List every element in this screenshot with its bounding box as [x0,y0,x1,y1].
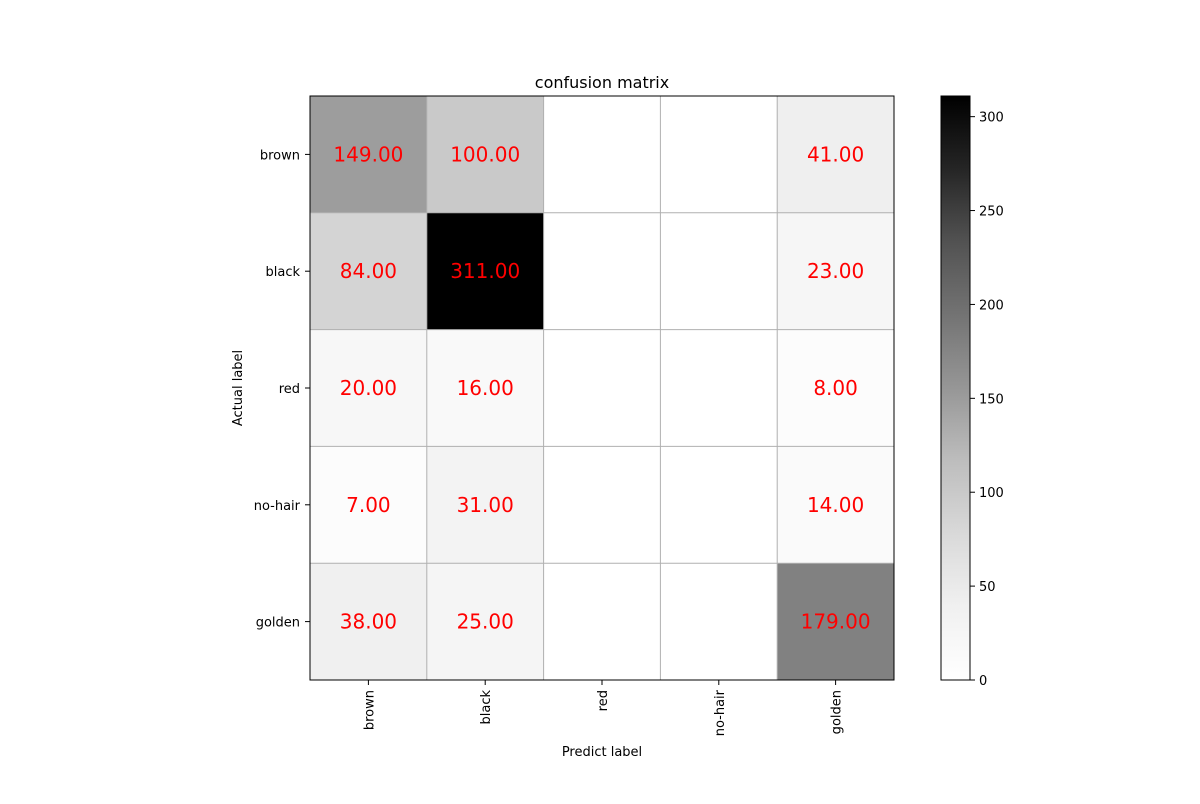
heatmap-cell [426,563,544,680]
heatmap-cell [777,96,894,213]
cell-annotations: 149.00 100.00 41.00 84.00 311.00 23.00 20.00 16… [333,142,870,633]
colorbar-tick-label: 0 [979,674,987,689]
colorbar-tick-label: 150 [979,392,1004,407]
cell-value-label: 14.00 [807,493,864,517]
heatmap-cell [777,446,894,564]
colorbar-bar [940,95,971,681]
chart-title: confusion matrix [535,73,669,92]
x-tick-label: red [596,690,611,711]
colorbar-tick-label: 300 [979,111,1004,126]
x-tick-label: black [479,690,494,725]
y-axis-ticks: brown black red no-hair golden [254,148,310,631]
heatmap-cell [777,329,894,447]
y-tick-label: golden [256,616,300,631]
heatmap-cells [310,96,894,680]
heatmap-cell [426,329,544,447]
heatmap-cell [426,96,544,213]
colorbar-tick-label: 250 [979,205,1004,220]
colorbar-tick-label: 100 [979,486,1004,501]
colorbar: 0 50 100 150 200 250 300 [940,95,1004,689]
cell-value-label: 149.00 [333,142,403,166]
heatmap-cell [543,96,661,213]
heatmap-cell [310,563,427,680]
y-axis-label: Actual label [231,350,246,426]
heatmap-cell [660,212,778,330]
cell-value-label: 84.00 [340,259,397,283]
heatmap-cell [310,96,427,213]
cell-value-label: 100.00 [450,142,520,166]
cell-value-label: 20.00 [340,376,397,400]
y-tick-label: black [265,265,300,280]
x-tick-label: no-hair [713,689,728,736]
cell-value-label: 7.00 [346,493,391,517]
y-tick-label: brown [260,148,300,163]
heatmap-cell [660,563,778,680]
heatmap-grid [309,95,895,681]
heatmap-cell [777,212,894,330]
x-tick-label: golden [830,690,845,734]
cell-value-label: 311.00 [450,259,520,283]
colorbar-tick-label: 50 [979,580,996,595]
heatmap-cell [310,329,427,447]
x-axis-label: Predict label [562,745,642,760]
y-tick-label: red [279,382,300,397]
y-tick-label: no-hair [254,499,301,514]
cell-value-label: 25.00 [457,610,514,634]
heatmap-cell [543,329,661,447]
colorbar-tick-label: 200 [979,298,1004,313]
heatmap-cell [660,329,778,447]
heatmap-cell [543,446,661,564]
heatmap-cell [310,446,427,564]
cell-value-label: 41.00 [807,142,864,166]
heatmap-cell [426,212,544,330]
heatmap-cell [426,446,544,564]
cell-value-label: 179.00 [801,610,871,634]
heatmap-cell [310,212,427,330]
cell-value-label: 23.00 [807,259,864,283]
heatmap-cell [777,563,894,680]
x-axis-ticks: brown black red no-hair golden [362,680,845,736]
heatmap-cell [543,563,661,680]
heatmap-cell [543,212,661,330]
heatmap-cell [660,446,778,564]
heatmap-cell [660,96,778,213]
cell-value-label: 38.00 [340,610,397,634]
x-tick-label: brown [362,690,377,730]
cell-value-label: 16.00 [457,376,514,400]
cell-value-label: 31.00 [457,493,514,517]
cell-value-label: 8.00 [813,376,858,400]
